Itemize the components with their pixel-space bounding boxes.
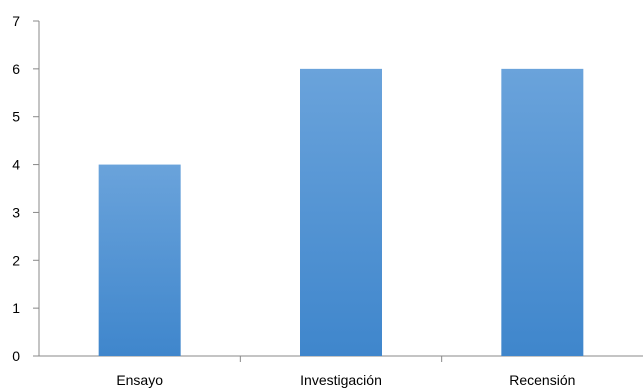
x-category-label: Recensión — [509, 372, 575, 388]
y-tick-label: 4 — [12, 157, 20, 173]
bar-recensi-n — [501, 68, 584, 356]
y-tick-label: 0 — [12, 348, 20, 364]
y-tick-label: 1 — [12, 300, 20, 316]
chart-bars — [98, 68, 584, 356]
x-category-label: Ensayo — [116, 372, 163, 388]
y-tick-label: 6 — [12, 61, 20, 77]
x-category-label: Investigación — [300, 372, 382, 388]
y-tick-label: 7 — [12, 13, 20, 29]
chart-labels: 0 1 2 3 4 5 6 7 Ensayo Investigación Recensión — [12, 13, 575, 388]
y-tick-label: 2 — [12, 252, 20, 268]
y-tick-label: 3 — [12, 204, 20, 220]
bar-investigaci-n — [300, 68, 382, 356]
y-tick-label: 5 — [12, 109, 20, 125]
bar-ensayo — [98, 164, 181, 356]
